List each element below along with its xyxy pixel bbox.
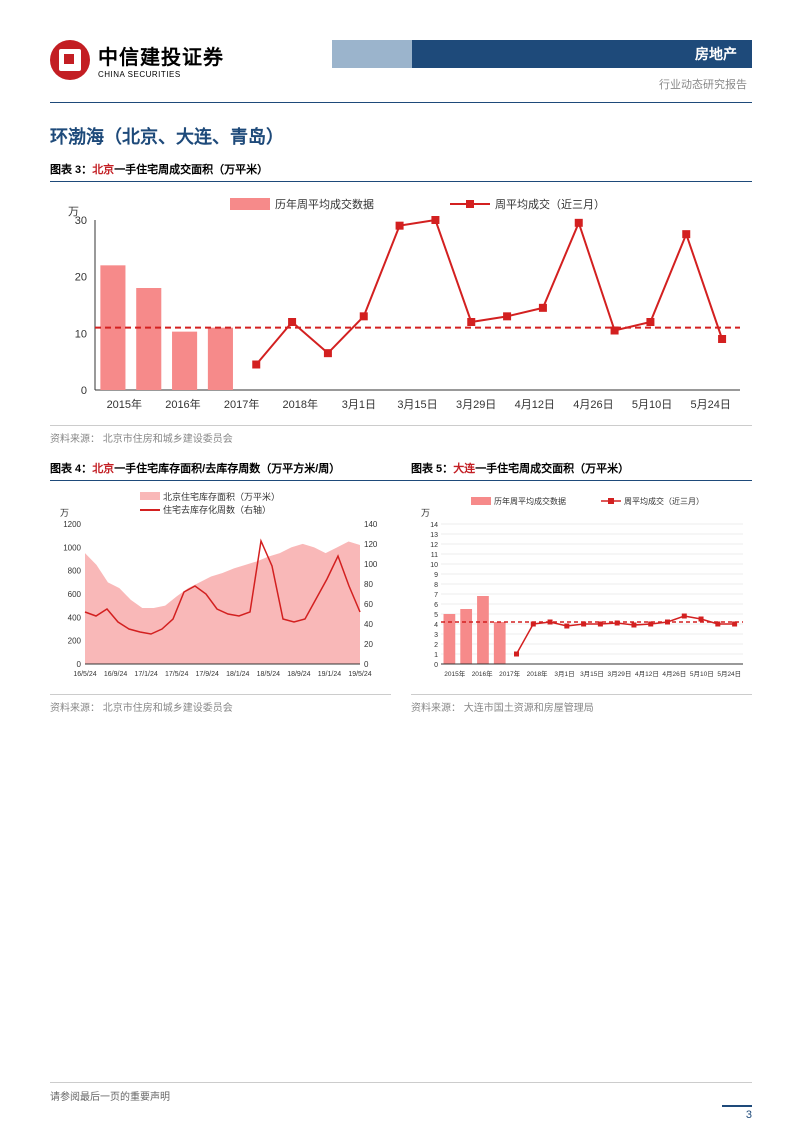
svg-text:20: 20 xyxy=(75,272,87,284)
svg-text:5月10日: 5月10日 xyxy=(632,399,672,411)
report-type: 行业动态研究报告 xyxy=(659,76,752,92)
svg-text:5: 5 xyxy=(434,612,438,619)
svg-text:1: 1 xyxy=(434,652,438,659)
svg-text:2017年: 2017年 xyxy=(499,669,520,678)
svg-text:2: 2 xyxy=(434,642,438,649)
svg-text:0: 0 xyxy=(77,660,82,669)
svg-text:400: 400 xyxy=(68,613,82,622)
svg-text:13: 13 xyxy=(430,532,438,539)
svg-text:万: 万 xyxy=(60,508,69,518)
svg-text:18/9/24: 18/9/24 xyxy=(287,671,310,678)
svg-text:60: 60 xyxy=(364,600,373,609)
svg-text:3月1日: 3月1日 xyxy=(342,399,376,411)
svg-text:140: 140 xyxy=(364,520,378,529)
svg-text:40: 40 xyxy=(364,620,373,629)
svg-text:历年周平均成交数据: 历年周平均成交数据 xyxy=(275,197,374,211)
svg-text:0: 0 xyxy=(364,660,369,669)
svg-text:100: 100 xyxy=(364,560,378,569)
svg-text:4月12日: 4月12日 xyxy=(635,670,659,678)
svg-text:18/1/24: 18/1/24 xyxy=(226,671,249,678)
page-header: 中信建投证券 CHINA SECURITIES 房地产 行业动态研究报告 xyxy=(50,40,752,92)
chart3-source: 资料来源： 北京市住房和城乡建设委员会 xyxy=(50,425,752,445)
svg-text:17/9/24: 17/9/24 xyxy=(196,671,219,678)
chart5-source: 资料来源： 大连市国土资源和房屋管理局 xyxy=(411,694,752,714)
svg-text:2015年: 2015年 xyxy=(107,397,142,411)
page-number: 3 xyxy=(722,1105,752,1121)
svg-text:9: 9 xyxy=(434,572,438,579)
svg-text:5月24日: 5月24日 xyxy=(691,399,731,411)
svg-text:30: 30 xyxy=(75,215,87,227)
chart4-area: 北京住宅库存面积（万平米）住宅去库存化周数（右轴）万02004006008001… xyxy=(50,489,391,694)
svg-text:2015年: 2015年 xyxy=(444,669,465,678)
svg-text:4月12日: 4月12日 xyxy=(515,399,555,411)
svg-text:14: 14 xyxy=(430,522,438,529)
logo-block: 中信建投证券 CHINA SECURITIES xyxy=(50,40,224,80)
svg-text:10: 10 xyxy=(75,328,87,340)
svg-text:120: 120 xyxy=(364,540,378,549)
svg-text:周平均成交（近三月）: 周平均成交（近三月） xyxy=(495,197,605,211)
logo-icon xyxy=(50,40,90,80)
chart4-source: 资料来源： 北京市住房和城乡建设委员会 xyxy=(50,694,391,714)
svg-text:3月29日: 3月29日 xyxy=(608,670,632,678)
svg-text:3月1日: 3月1日 xyxy=(554,670,574,678)
svg-text:6: 6 xyxy=(434,602,438,609)
sector-bar: 房地产 xyxy=(332,40,752,68)
svg-text:16/5/24: 16/5/24 xyxy=(73,671,96,678)
svg-text:2016年: 2016年 xyxy=(165,397,200,411)
svg-text:20: 20 xyxy=(364,640,373,649)
svg-text:17/1/24: 17/1/24 xyxy=(134,671,157,678)
svg-text:住宅去库存化周数（右轴）: 住宅去库存化周数（右轴） xyxy=(163,504,271,515)
section-title: 环渤海（北京、大连、青岛） xyxy=(50,123,752,149)
svg-text:0: 0 xyxy=(81,385,87,397)
svg-text:1200: 1200 xyxy=(63,520,81,529)
chart3-title: 图表 3：北京一手住宅周成交面积（万平米） xyxy=(50,161,752,182)
svg-text:5月10日: 5月10日 xyxy=(690,670,714,678)
logo-text-cn: 中信建投证券 xyxy=(98,41,224,70)
logo-text-en: CHINA SECURITIES xyxy=(98,70,224,79)
svg-text:2017年: 2017年 xyxy=(224,397,259,411)
svg-text:北京住宅库存面积（万平米）: 北京住宅库存面积（万平米） xyxy=(163,491,280,502)
svg-text:18/5/24: 18/5/24 xyxy=(257,671,280,678)
svg-text:12: 12 xyxy=(430,542,438,549)
svg-text:历年周平均成交数据: 历年周平均成交数据 xyxy=(494,496,566,506)
svg-text:2018年: 2018年 xyxy=(527,669,548,678)
svg-text:600: 600 xyxy=(68,590,82,599)
svg-text:万: 万 xyxy=(421,508,430,518)
svg-text:80: 80 xyxy=(364,580,373,589)
svg-text:4: 4 xyxy=(434,622,438,629)
svg-text:11: 11 xyxy=(431,552,438,559)
svg-text:3月15日: 3月15日 xyxy=(397,399,437,411)
svg-text:1000: 1000 xyxy=(63,543,81,552)
svg-text:周平均成交（近三月）: 周平均成交（近三月） xyxy=(624,496,704,506)
row2-titles: 图表 4：北京一手住宅库存面积/去库存周数（万平方米/周） 图表 5：大连一手住… xyxy=(50,460,752,481)
svg-text:7: 7 xyxy=(434,592,438,599)
chart5-area: 历年周平均成交数据周平均成交（近三月）万01234567891011121314… xyxy=(411,489,752,694)
svg-text:17/5/24: 17/5/24 xyxy=(165,671,188,678)
svg-text:10: 10 xyxy=(430,562,438,569)
svg-text:3月15日: 3月15日 xyxy=(580,670,604,678)
chart3-area: 历年周平均成交数据周平均成交（近三月）万01020302015年2016年201… xyxy=(50,190,752,425)
svg-text:3月29日: 3月29日 xyxy=(456,399,496,411)
svg-text:0: 0 xyxy=(434,662,438,669)
svg-text:8: 8 xyxy=(434,582,438,589)
svg-text:4月26日: 4月26日 xyxy=(662,670,686,678)
svg-text:4月26日: 4月26日 xyxy=(573,399,613,411)
footer: 请参阅最后一页的重要声明 xyxy=(50,1082,752,1103)
svg-text:800: 800 xyxy=(68,567,82,576)
svg-text:19/1/24: 19/1/24 xyxy=(318,671,341,678)
svg-text:200: 200 xyxy=(68,637,82,646)
disclaimer: 请参阅最后一页的重要声明 xyxy=(50,1088,170,1103)
svg-text:2016年: 2016年 xyxy=(472,669,493,678)
svg-text:3: 3 xyxy=(434,632,438,639)
svg-text:5月24日: 5月24日 xyxy=(717,670,741,678)
svg-text:16/9/24: 16/9/24 xyxy=(104,671,127,678)
svg-text:2018年: 2018年 xyxy=(282,397,317,411)
svg-text:19/5/24: 19/5/24 xyxy=(348,671,371,678)
